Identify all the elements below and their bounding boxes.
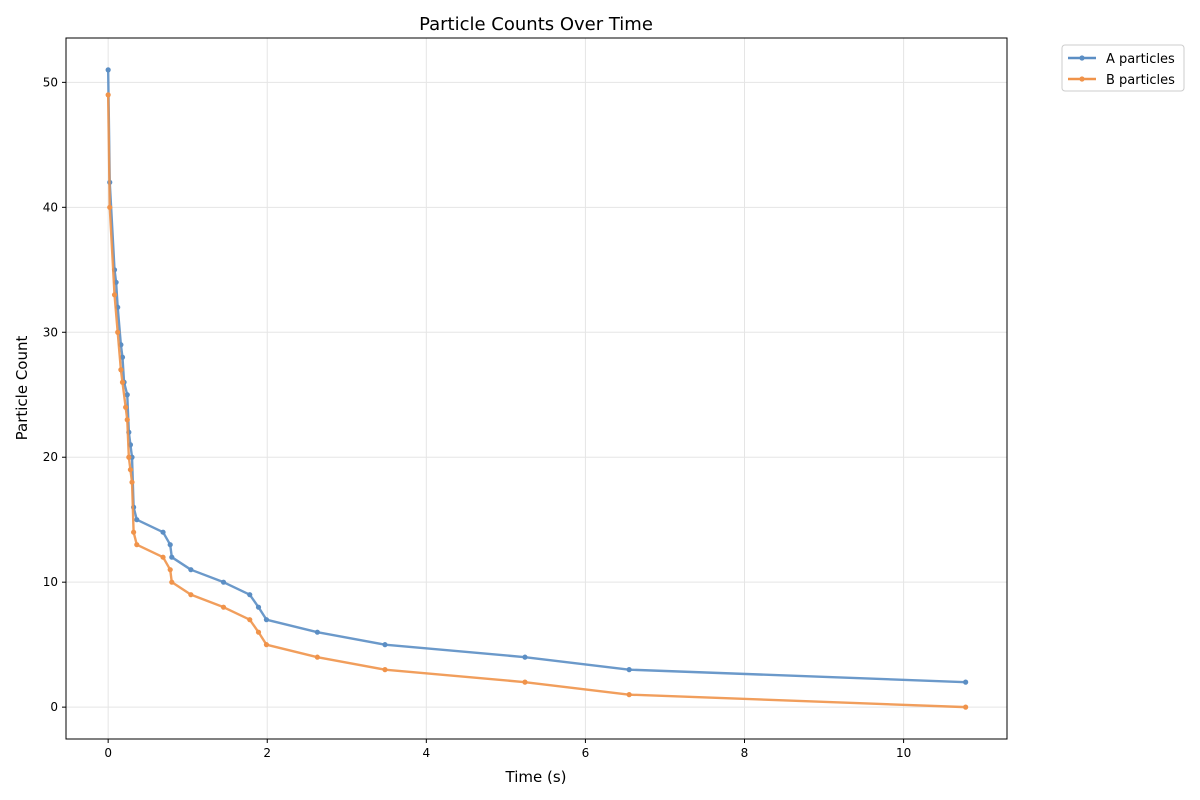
x-axis-ticks: 0 2 4 6 8 10	[104, 739, 911, 760]
y-tick-label: 30	[43, 325, 58, 339]
x-tick-label: 2	[263, 746, 271, 760]
data-point	[126, 454, 132, 460]
y-tick-label: 0	[50, 700, 58, 714]
x-tick-label: 8	[741, 746, 749, 760]
data-point	[160, 529, 166, 535]
legend-label: A particles	[1106, 52, 1175, 67]
data-point	[167, 567, 173, 573]
data-point	[247, 592, 253, 598]
data-point	[382, 667, 388, 673]
y-tick-label: 50	[43, 75, 58, 89]
data-point	[963, 704, 969, 710]
data-point	[263, 642, 270, 648]
data-point	[115, 329, 121, 335]
y-tick-label: 10	[43, 575, 58, 589]
x-tick-label: 0	[104, 746, 112, 760]
data-point	[134, 542, 140, 548]
data-point	[124, 392, 130, 398]
data-point	[188, 567, 194, 573]
data-point	[107, 204, 113, 210]
data-point	[119, 354, 126, 360]
data-point	[626, 667, 632, 673]
data-point	[131, 529, 137, 535]
x-tick-label: 6	[582, 746, 590, 760]
series-line	[106, 94, 966, 709]
data-point	[314, 629, 320, 635]
data-point	[124, 417, 130, 423]
data-series	[105, 67, 969, 710]
data-point	[134, 517, 140, 523]
data-point	[522, 654, 528, 660]
data-point	[247, 617, 253, 623]
x-tick-label: 10	[896, 746, 911, 760]
data-point	[169, 579, 175, 585]
data-point	[255, 629, 262, 635]
data-point	[129, 479, 135, 485]
data-point	[522, 679, 528, 685]
data-point	[111, 292, 118, 298]
data-point	[167, 542, 173, 548]
y-axis-label: Particle Count	[13, 336, 31, 441]
x-axis-label: Time (s)	[505, 768, 567, 786]
plot-frame	[65, 37, 1008, 740]
chart-title: Particle Counts Over Time	[419, 14, 653, 35]
data-point	[963, 679, 969, 685]
y-tick-label: 20	[43, 450, 58, 464]
x-tick-label: 4	[423, 746, 431, 760]
data-point	[105, 67, 111, 73]
data-point	[169, 554, 175, 560]
data-point	[123, 404, 129, 410]
data-point	[220, 579, 227, 585]
y-axis-ticks: 0 10 20 30 40 50	[43, 75, 66, 714]
data-point	[127, 467, 134, 473]
data-point	[105, 92, 111, 98]
legend-label: B particles	[1106, 73, 1175, 88]
data-point	[382, 642, 388, 648]
grid-lines	[66, 38, 1007, 739]
data-point	[255, 604, 262, 610]
y-tick-label: 40	[43, 200, 58, 214]
data-point	[314, 654, 320, 660]
legend: A particles B particles	[1061, 44, 1185, 92]
data-point	[118, 367, 124, 373]
series-line	[106, 69, 966, 684]
data-point	[188, 592, 194, 598]
data-point	[119, 379, 126, 385]
data-point	[220, 604, 227, 610]
data-point	[160, 554, 166, 560]
data-point	[263, 617, 270, 623]
data-point	[626, 692, 632, 698]
